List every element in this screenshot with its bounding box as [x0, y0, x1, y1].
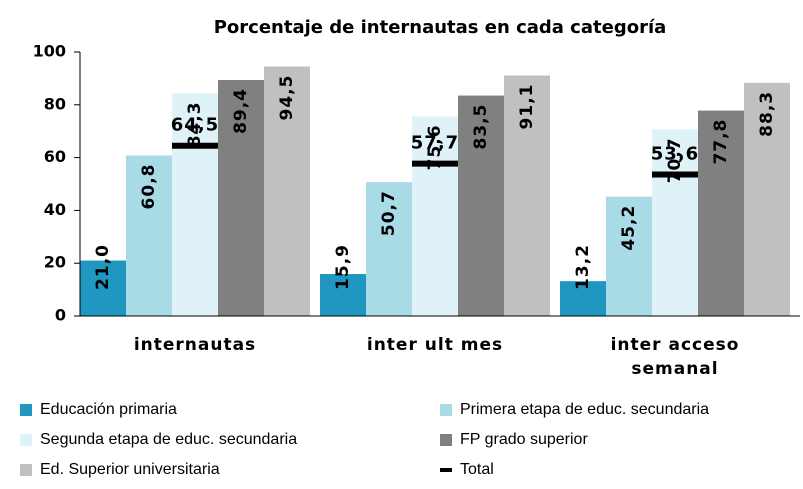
- total-label: 64,5: [171, 115, 219, 136]
- data-label: 75,6: [425, 124, 445, 170]
- x-tick-label: inter ult mes: [366, 335, 504, 355]
- data-label: 91,1: [517, 83, 537, 129]
- bar: [744, 82, 790, 316]
- bar: [606, 196, 652, 316]
- legend-swatch: [20, 464, 32, 476]
- data-label: 84,3: [185, 101, 205, 147]
- data-label: 45,2: [619, 205, 639, 251]
- bar: [560, 281, 606, 316]
- bar: [172, 93, 218, 316]
- bar: [412, 116, 458, 316]
- bar: [126, 155, 172, 316]
- bar: [80, 260, 126, 316]
- data-label: 60,8: [139, 163, 159, 209]
- bar: [366, 182, 412, 316]
- legend-label: FP grado superior: [460, 431, 588, 448]
- bar: [264, 66, 310, 317]
- y-tick-label: 100: [33, 42, 66, 61]
- data-label: 77,8: [711, 119, 731, 165]
- y-tick-label: 40: [44, 200, 66, 219]
- bar: [320, 274, 366, 316]
- data-label: 15,9: [333, 244, 353, 290]
- legend-label: Total: [460, 461, 494, 478]
- y-tick-label: 60: [44, 147, 66, 166]
- chart-title: Porcentaje de internautas en cada catego…: [214, 17, 667, 38]
- legend-swatch: [440, 404, 452, 416]
- legend-swatch: [20, 404, 32, 416]
- data-label: 88,3: [757, 91, 777, 137]
- legend-swatch: [440, 434, 452, 446]
- bar: [698, 110, 744, 316]
- bar: [652, 129, 698, 316]
- data-label: 83,5: [471, 104, 491, 150]
- bar: [218, 79, 264, 316]
- bar: [504, 75, 550, 316]
- legend-label: Educación primaria: [40, 401, 177, 418]
- legend-swatch: [440, 468, 452, 472]
- data-label: 50,7: [379, 190, 399, 236]
- total-label: 53,6: [651, 143, 699, 164]
- y-tick-label: 0: [55, 306, 66, 325]
- x-tick-label: inter acceso semanal: [610, 335, 740, 379]
- data-label: 13,2: [573, 244, 593, 290]
- y-tick-label: 80: [44, 94, 66, 113]
- legend-swatch: [20, 434, 32, 446]
- total-label: 57,7: [411, 133, 459, 154]
- data-label: 94,5: [277, 75, 297, 121]
- y-tick-label: 20: [44, 253, 66, 272]
- x-tick-label: internautas: [133, 335, 257, 355]
- data-label: 89,4: [231, 88, 251, 134]
- data-label: 21,0: [93, 244, 113, 290]
- legend-label: Segunda etapa de educ. secundaria: [40, 431, 297, 448]
- legend-label: Primera etapa de educ. secundaria: [460, 401, 709, 418]
- bar: [458, 95, 504, 316]
- legend-label: Ed. Superior universitaria: [40, 461, 220, 478]
